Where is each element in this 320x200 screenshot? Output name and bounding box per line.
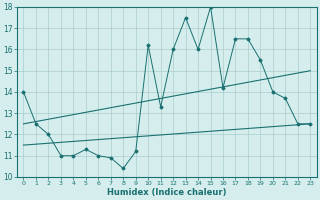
X-axis label: Humidex (Indice chaleur): Humidex (Indice chaleur) <box>107 188 227 197</box>
